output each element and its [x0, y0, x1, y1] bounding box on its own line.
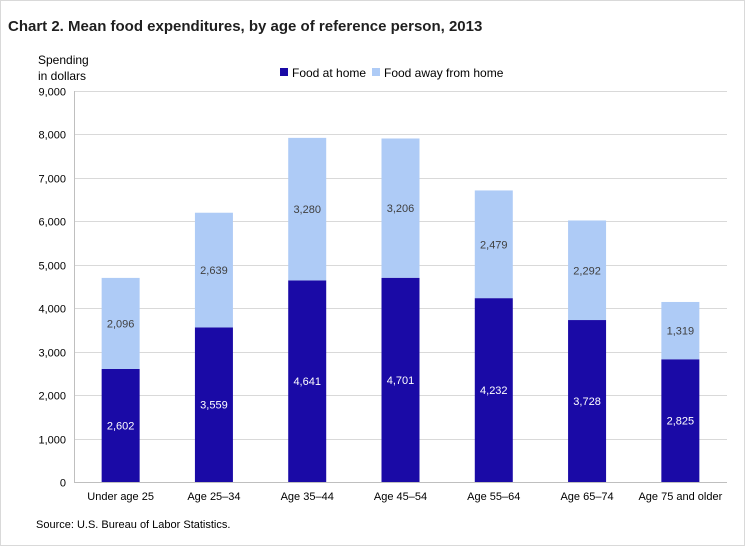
y-tick-label: 9,000 [38, 87, 66, 99]
legend-label: Food away from home [384, 66, 504, 80]
x-tick-label: Under age 25 [87, 491, 154, 503]
y-tick-label: 6,000 [38, 217, 66, 229]
bar-food-away-from-home [661, 301, 700, 360]
x-tick-label: Age 65–74 [560, 491, 613, 503]
bar-food-at-home [194, 327, 233, 482]
data-label: 2,639 [200, 265, 228, 277]
data-label: 4,232 [480, 385, 508, 397]
y-tick-label: 2,000 [38, 391, 66, 403]
data-label: 3,559 [200, 400, 228, 412]
bar-food-at-home [381, 277, 420, 482]
y-tick-label: 3,000 [38, 348, 66, 360]
legend-swatch [372, 68, 380, 76]
data-label: 2,825 [667, 416, 695, 428]
bar-food-at-home [288, 280, 327, 482]
y-axis-label: Spending in dollars [38, 52, 89, 84]
data-label: 2,602 [107, 420, 135, 432]
x-tick-label: Age 45–54 [374, 491, 427, 503]
data-label: 2,292 [573, 265, 601, 277]
source-note: Source: U.S. Bureau of Labor Statistics. [36, 519, 231, 531]
y-axis-label-line-2: in dollars [38, 69, 87, 83]
bar-food-away-from-home [194, 212, 233, 328]
x-tick-label: Age 35–44 [281, 491, 334, 503]
data-label: 3,280 [293, 204, 321, 216]
data-label: 2,096 [107, 318, 135, 330]
chart-title: Chart 2. Mean food expenditures, by age … [8, 18, 483, 35]
legend-label: Food at home [292, 66, 366, 80]
bar-food-away-from-home [101, 277, 140, 369]
legend-swatch [280, 68, 288, 76]
y-tick-label: 5,000 [38, 261, 66, 273]
y-axis-label-line-1: Spending [38, 53, 89, 67]
x-tick-label: Age 25–34 [187, 491, 240, 503]
bar-food-away-from-home [288, 137, 327, 281]
y-tick-label: 1,000 [38, 435, 66, 447]
bar-food-at-home [101, 368, 140, 482]
bar-food-away-from-home [381, 138, 420, 278]
x-tick-label: Age 75 and older [638, 491, 722, 503]
data-label: 4,641 [293, 376, 321, 388]
data-label: 4,701 [387, 375, 415, 387]
bar-food-at-home [474, 298, 513, 482]
data-label: 2,479 [480, 239, 508, 251]
y-tick-label: 4,000 [38, 304, 66, 316]
data-label: 1,319 [667, 326, 695, 338]
bar-food-away-from-home [474, 190, 513, 299]
bar-food-at-home [661, 359, 700, 482]
y-tick-label: 0 [60, 478, 66, 490]
bar-food-at-home [568, 320, 607, 482]
data-label: 3,206 [387, 203, 415, 215]
y-tick-label: 8,000 [38, 130, 66, 142]
bar-food-away-from-home [568, 220, 607, 321]
y-tick-label: 7,000 [38, 174, 66, 186]
x-tick-label: Age 55–64 [467, 491, 520, 503]
data-label: 3,728 [573, 396, 601, 408]
